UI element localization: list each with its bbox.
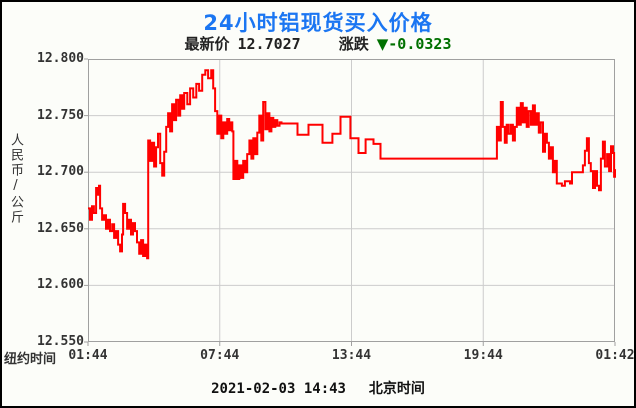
y-axis-tick-label: 12.700 — [37, 164, 84, 180]
footer-datetime: 2021-02-03 14:43 — [211, 381, 346, 397]
x-axis-tick-label: 13:44 — [331, 348, 372, 363]
footer-timestamp-row: 2021-02-03 14:43 北京时间 — [2, 378, 634, 398]
x-axis-tick-label: 01:44 — [68, 348, 108, 363]
y-axis-tick-label: 12.600 — [37, 277, 84, 293]
chart-title: 24小时铝现货买入价格 — [203, 11, 433, 35]
price-line — [88, 69, 616, 260]
down-triangle-icon: ▼ — [376, 34, 389, 53]
change-label: 涨跌 — [338, 35, 369, 53]
y-axis-unit-label: 人民币/公斤 — [8, 133, 23, 225]
latest-price-value: 12.7027 — [237, 34, 301, 53]
price-summary-bar: 最新价 12.7027 涨跌 ▼-0.0323 — [2, 33, 634, 54]
y-axis-tick-label: 12.550 — [37, 334, 84, 349]
x-axis-tick-label: 19:44 — [463, 348, 503, 363]
change-group: ▼-0.0323 — [377, 35, 452, 53]
change-value: -0.0323 — [388, 34, 452, 53]
x-axis-tick-label: 07:44 — [200, 348, 240, 363]
y-axis-tick-label: 12.650 — [37, 220, 84, 236]
x-axis-prefix-label: 纽约时间 — [4, 352, 57, 367]
beijing-time-label: 北京时间 — [368, 381, 425, 397]
latest-price-label: 最新价 — [184, 35, 230, 53]
y-axis-tick-label: 12.800 — [37, 51, 84, 66]
plot-border — [88, 59, 615, 342]
x-axis-tick-label: 01:42 — [595, 348, 635, 363]
plot-canvas — [84, 58, 616, 346]
y-axis-tick-label: 12.750 — [37, 107, 84, 123]
